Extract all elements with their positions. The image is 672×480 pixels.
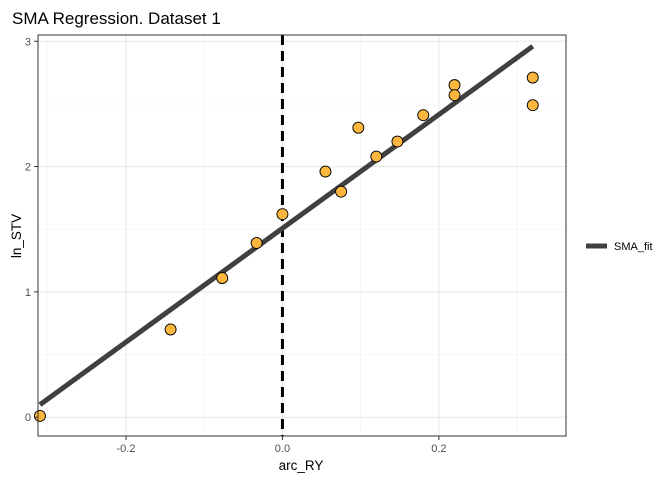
data-point (391, 135, 404, 148)
y-axis-title: ln_STV (9, 214, 24, 258)
legend: SMA_fit (586, 241, 653, 253)
data-point (526, 71, 539, 84)
x-axis-ticks: -0.2 0.0 0.2 (117, 436, 447, 455)
data-point (352, 121, 365, 134)
chart-title: SMA Regression. Dataset 1 (12, 9, 221, 28)
data-point (335, 185, 348, 198)
data-point (448, 89, 461, 102)
data-point (448, 79, 461, 92)
data-point (417, 109, 430, 122)
y-tick-label: 1 (25, 287, 31, 299)
y-axis-ticks: 0 1 2 3 (25, 36, 38, 424)
x-tick-label: 0.2 (431, 443, 446, 455)
data-point (216, 272, 229, 285)
data-point (276, 208, 289, 221)
grid-major (38, 35, 566, 436)
data-point (250, 237, 263, 249)
legend-label-sma-fit: SMA_fit (614, 241, 653, 253)
data-point (370, 150, 383, 163)
y-tick-label: 2 (25, 162, 31, 174)
points-layer (34, 71, 539, 422)
fit-line-layer (38, 44, 535, 407)
grid-minor (38, 35, 566, 436)
x-axis-title: arc_RY (279, 458, 324, 473)
data-point (34, 410, 46, 422)
panel-border (37, 34, 567, 437)
data-point (526, 99, 539, 112)
x-tick-label: 0.0 (275, 443, 290, 455)
y-tick-label: 3 (25, 36, 31, 48)
x-tick-label: -0.2 (117, 443, 136, 455)
data-point (164, 323, 177, 336)
y-tick-label: 0 (25, 412, 31, 424)
data-point (319, 165, 332, 178)
fit-line (38, 44, 535, 407)
